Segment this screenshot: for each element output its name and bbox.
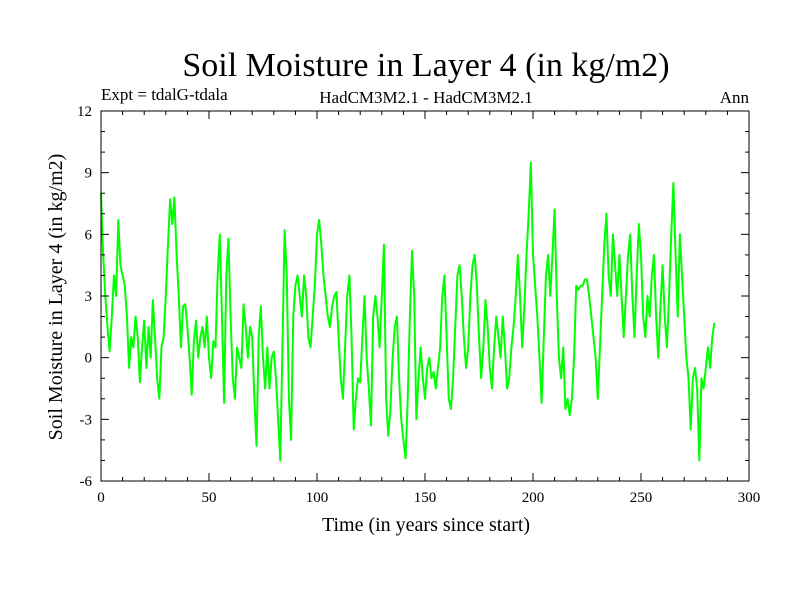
x-tick-label: 50 (202, 490, 217, 506)
x-tick-label: 300 (738, 490, 761, 506)
model-label: HadCM3M2.1 - HadCM3M2.1 (319, 88, 532, 107)
x-axis-label: Time (in years since start) (322, 514, 530, 536)
x-tick-label: 0 (97, 490, 105, 506)
chart-title: Soil Moisture in Layer 4 (in kg/m2) (182, 47, 669, 84)
y-tick-label: 12 (77, 104, 92, 120)
experiment-label: Expt = tdalG-tdala (101, 85, 228, 104)
y-tick-label: -6 (80, 474, 93, 490)
series-line-0 (100, 161, 716, 462)
y-axis-label: Soil Moisture in Layer 4 (in kg/m2) (45, 154, 67, 441)
x-tick-label: 150 (414, 490, 437, 506)
x-tick-label: 250 (630, 490, 653, 506)
y-tick-label: -3 (80, 412, 93, 428)
y-tick-label: 6 (85, 227, 93, 243)
season-label: Ann (720, 88, 750, 107)
plot-area: 0 50 100 150 200 250 300 -6 -3 0 3 6 9 12 (77, 104, 760, 506)
y-tick-label: 9 (85, 166, 93, 182)
y-tick-label: 0 (85, 351, 93, 367)
x-tick-label: 200 (522, 490, 545, 506)
y-tick-label: 3 (85, 289, 93, 305)
plot-frame (100, 110, 750, 482)
x-tick-label: 100 (306, 490, 329, 506)
